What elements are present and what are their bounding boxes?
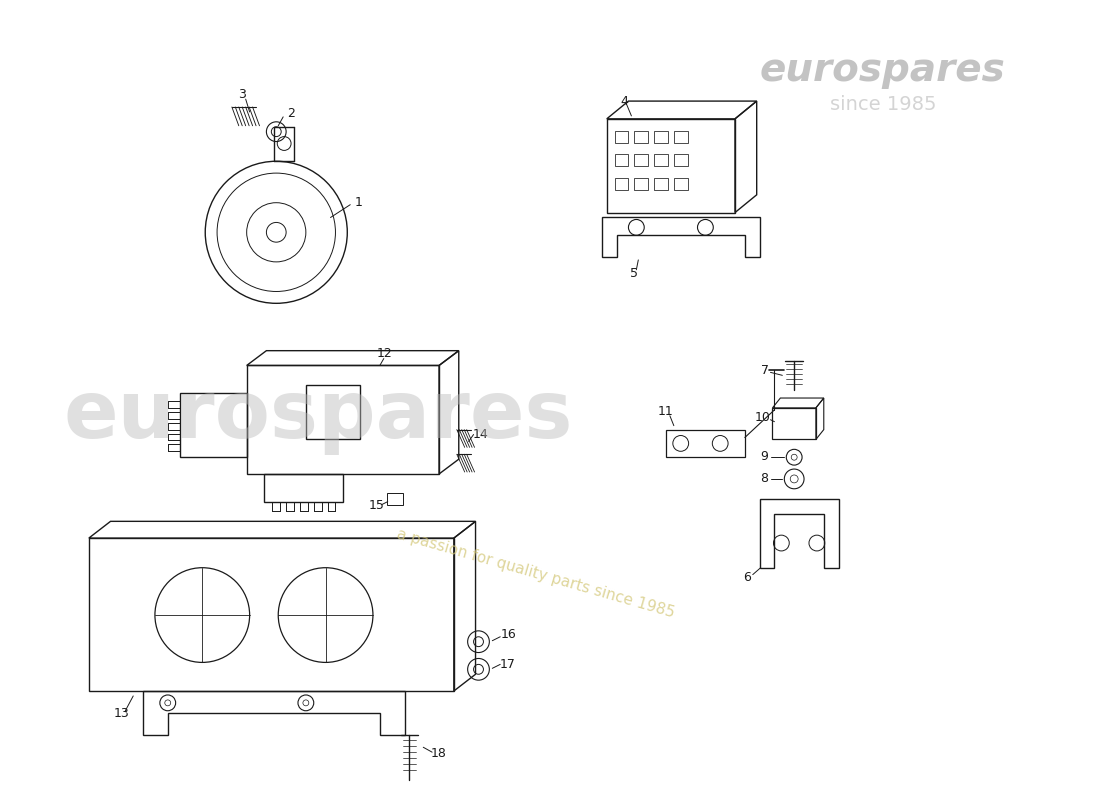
Text: 12: 12 [377, 347, 393, 360]
Text: a passion for quality parts since 1985: a passion for quality parts since 1985 [395, 526, 676, 621]
Text: 5: 5 [630, 267, 638, 280]
Text: eurospares: eurospares [64, 377, 573, 454]
Text: 14: 14 [473, 428, 488, 441]
Text: 6: 6 [742, 571, 751, 584]
Bar [615, 130, 628, 142]
Text: 2: 2 [287, 107, 295, 121]
Text: 13: 13 [113, 707, 130, 720]
Text: 16: 16 [500, 628, 516, 642]
Bar [635, 178, 648, 190]
Bar [772, 408, 816, 439]
Text: 1: 1 [354, 196, 362, 209]
Bar [674, 178, 688, 190]
Text: 17: 17 [500, 658, 516, 671]
Bar [674, 130, 688, 142]
Text: 7: 7 [760, 364, 769, 377]
Text: since 1985: since 1985 [829, 94, 936, 114]
Bar [635, 154, 648, 166]
Text: 15: 15 [368, 499, 385, 512]
Text: 8: 8 [760, 473, 769, 486]
Text: 18: 18 [431, 746, 447, 760]
Bar [635, 130, 648, 142]
Text: 10: 10 [755, 411, 771, 424]
Bar [306, 386, 360, 439]
Bar [387, 493, 403, 505]
Bar [674, 154, 688, 166]
Text: 4: 4 [620, 94, 628, 107]
Bar [666, 430, 745, 458]
Text: eurospares: eurospares [760, 50, 1005, 89]
Text: 3: 3 [238, 88, 245, 101]
Text: 9: 9 [760, 450, 769, 462]
Text: 11: 11 [658, 406, 674, 418]
Bar [615, 154, 628, 166]
Bar [654, 130, 668, 142]
Bar [615, 178, 628, 190]
Bar [654, 154, 668, 166]
Bar [654, 178, 668, 190]
